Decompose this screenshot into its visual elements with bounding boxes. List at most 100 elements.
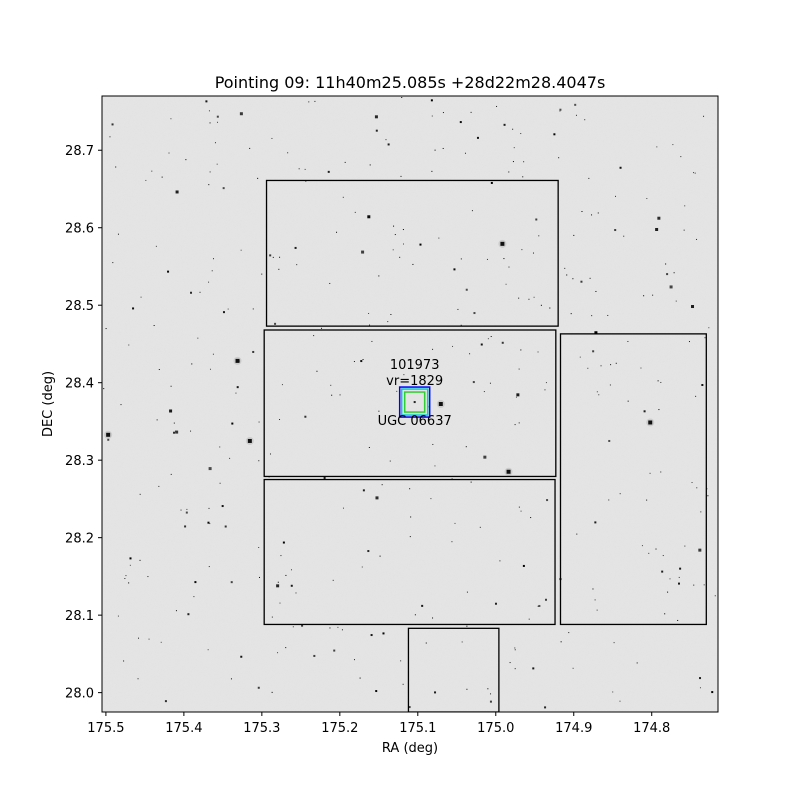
star [698,548,702,552]
star [208,566,210,568]
star [236,386,239,389]
star [544,706,547,709]
star [470,481,472,483]
star [378,275,380,277]
star [138,637,140,639]
star [508,171,510,173]
star [457,308,459,310]
star [691,482,693,484]
star [695,395,697,397]
star [230,581,233,584]
star [508,266,510,268]
star [314,100,316,102]
star [353,659,355,661]
star [369,324,371,326]
star [222,311,225,314]
y-tick-label: 28.0 [65,687,94,702]
star [280,555,282,557]
star [211,270,213,272]
star [305,180,307,182]
star [193,596,195,598]
star [479,526,481,528]
bright-star [438,402,443,406]
star [643,410,646,413]
star [434,465,436,467]
star [584,119,586,121]
star [538,604,541,607]
star [655,548,657,550]
star [451,478,453,480]
star [564,267,566,269]
y-tick-label: 28.5 [65,299,94,314]
star [522,176,524,178]
star [107,438,110,441]
star [677,619,679,621]
star [329,627,331,629]
sky-image-noise [102,96,718,712]
star [588,177,590,179]
star [333,649,336,652]
x-tick-label: 175.2 [321,721,358,736]
star [513,147,515,149]
star [503,258,505,260]
star [287,152,289,154]
star [505,283,507,285]
star [459,121,462,124]
star [367,215,371,219]
star [258,460,260,462]
star [657,216,661,220]
star [592,588,594,590]
star [592,350,595,353]
star [103,388,105,390]
star [180,509,182,511]
star [393,225,395,227]
star [212,258,214,260]
target-marker-square [403,391,426,413]
star [591,315,593,317]
star [662,555,664,557]
star [294,246,297,249]
star [518,297,520,299]
star [594,521,597,524]
star [414,614,416,616]
star [518,422,520,424]
star [669,578,671,580]
footprint-rect-1 [265,179,559,327]
star [560,641,562,643]
star [252,308,254,310]
star [646,198,648,200]
star [187,613,190,616]
star [579,356,581,358]
star [656,146,658,148]
star [499,560,501,562]
star [197,337,199,339]
star [227,308,229,310]
star [217,121,219,123]
star [276,584,280,588]
star [518,506,520,508]
star [277,652,279,654]
star [261,273,263,275]
star [419,243,422,246]
star [528,618,530,620]
star [434,691,437,694]
star [400,175,402,177]
star [219,446,221,448]
star [173,431,176,434]
star [545,382,547,384]
star [361,250,365,254]
star [390,313,392,315]
star [361,566,363,568]
star [494,602,497,605]
star [274,322,277,325]
star [589,277,591,279]
star [370,634,373,637]
star [544,598,547,601]
star [403,374,405,376]
star [258,547,260,549]
star [402,683,404,685]
star [615,195,617,197]
star [125,575,127,577]
star [658,409,660,411]
